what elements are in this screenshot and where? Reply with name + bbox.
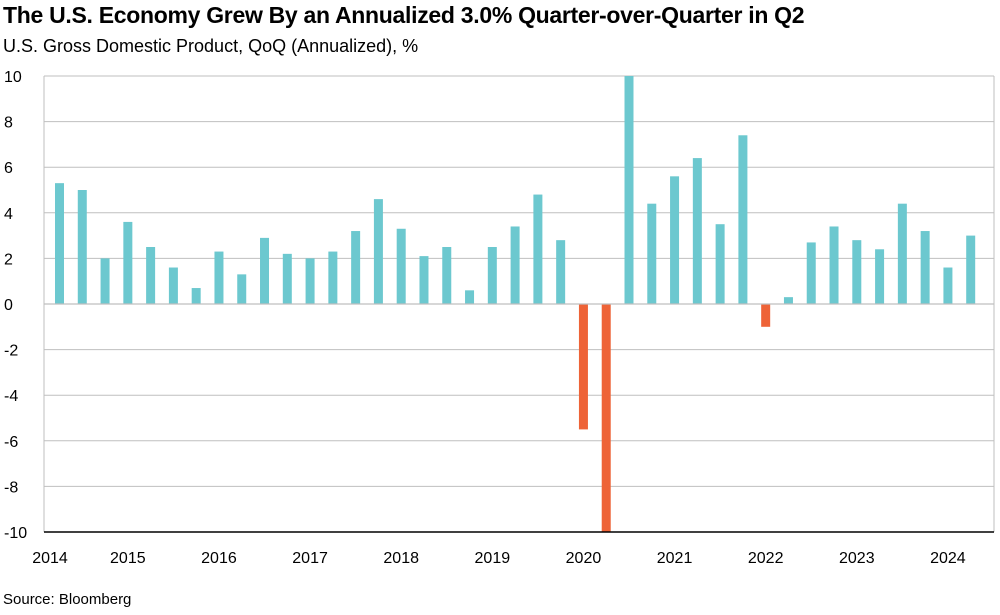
x-tick-label: 2014: [32, 550, 68, 567]
bar-2016-q3: [260, 237, 270, 304]
bar-2022-q3: [806, 242, 816, 304]
bar-2019-q2: [510, 226, 520, 304]
y-tick-label: 0: [4, 297, 13, 314]
bar-2014-q4: [100, 258, 110, 304]
bar-2018-q4: [465, 290, 475, 304]
y-tick-label: -10: [4, 525, 27, 542]
y-tick-label: 6: [4, 160, 13, 177]
bar-2016-q1: [214, 251, 224, 304]
bar-2017-q1: [305, 258, 315, 304]
y-tick-label: -2: [4, 343, 18, 360]
bar-2014-q3: [77, 190, 87, 304]
x-tick-label: 2020: [566, 550, 602, 567]
x-tick-label: 2018: [383, 550, 419, 567]
bar-2020-q4: [647, 203, 657, 304]
bar-2022-q4: [829, 226, 839, 304]
bar-2016-q2: [237, 274, 247, 304]
y-tick-label: -6: [4, 434, 18, 451]
bar-2017-q4: [373, 199, 383, 304]
bar-2019-q4: [556, 240, 566, 304]
y-tick-label: 10: [4, 69, 22, 86]
bar-2014-q2: [55, 183, 64, 304]
bar-2023-q1: [852, 240, 862, 304]
bar-2019-q3: [533, 194, 543, 304]
y-tick-label: -4: [4, 388, 18, 405]
bar-2020-q3: [624, 76, 634, 304]
bar-2018-q1: [396, 228, 406, 304]
source-note: Source: Bloomberg: [3, 591, 132, 608]
bar-2015-q2: [146, 247, 156, 304]
x-tick-label: 2022: [748, 550, 784, 567]
bar-2023-q3: [897, 203, 907, 304]
y-tick-label: 4: [4, 206, 13, 223]
bar-2015-q4: [191, 288, 201, 304]
axes: [43, 76, 994, 533]
bar-2016-q4: [282, 253, 292, 304]
y-tick-label: 8: [4, 115, 13, 132]
bar-2019-q1: [487, 247, 497, 304]
y-tick-label: -8: [4, 479, 18, 496]
bar-2022-q1: [761, 304, 771, 327]
x-tick-label: 2017: [292, 550, 328, 567]
x-tick-label: 2023: [839, 550, 875, 567]
bar-2015-q3: [168, 267, 178, 304]
bar-2021-q1: [670, 176, 680, 304]
bar-2020-q2: [601, 304, 611, 532]
x-tick-label: 2016: [201, 550, 237, 567]
chart-title: The U.S. Economy Grew By an Annualized 3…: [3, 2, 805, 28]
bar-2024-q1: [943, 267, 953, 304]
bar-2022-q2: [783, 297, 793, 304]
bar-2015-q1: [123, 221, 133, 304]
bar-2018-q2: [419, 256, 429, 304]
bars: [55, 76, 976, 532]
bar-2021-q4: [738, 135, 748, 304]
x-tick-label: 2015: [110, 550, 146, 567]
bar-2017-q3: [351, 231, 361, 304]
bar-2023-q4: [920, 231, 930, 304]
bar-2021-q3: [715, 224, 725, 304]
bar-2021-q2: [692, 158, 702, 304]
chart-subtitle: U.S. Gross Domestic Product, QoQ (Annual…: [3, 36, 419, 56]
bar-2020-q1: [578, 304, 588, 430]
x-tick-label: 2019: [475, 550, 511, 567]
bar-2024-q2: [966, 235, 976, 304]
bar-2018-q3: [442, 247, 452, 304]
bar-2023-q2: [875, 249, 885, 304]
x-tick-label: 2021: [657, 550, 693, 567]
y-tick-label: 2: [4, 251, 13, 268]
bar-2017-q2: [328, 251, 338, 304]
tick-labels: 10 8 6 4 2 0 -2 -4 -6 -8 -10 2014 2015 2016 2017 2018 20…: [4, 69, 966, 567]
x-tick-label: 2024: [930, 550, 966, 567]
